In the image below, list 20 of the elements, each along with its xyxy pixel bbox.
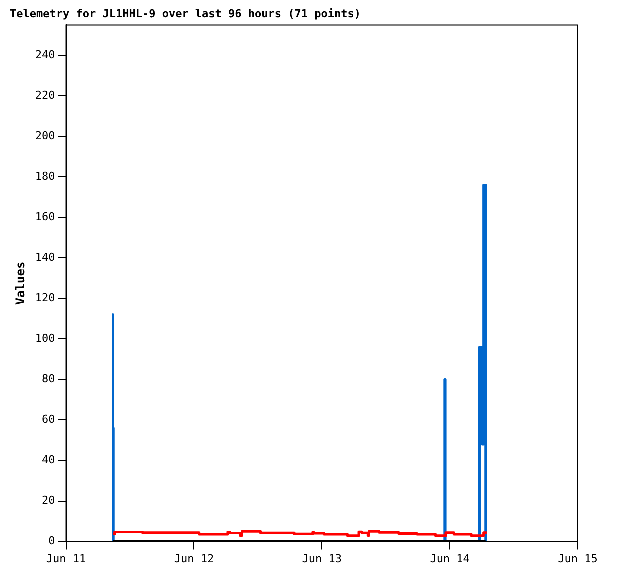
y-tick-label: 20 [42, 494, 56, 508]
y-tick-label: 120 [35, 292, 56, 305]
y-tick-label: 40 [42, 454, 56, 467]
x-tick-label: Jun 11 [46, 552, 86, 566]
y-tick-label: 100 [35, 332, 56, 346]
x-tick-label: Jun 13 [302, 552, 342, 566]
y-axis-title: Values [13, 262, 28, 306]
y-tick-label: 240 [35, 48, 56, 62]
y-tick-label: 200 [35, 129, 56, 142]
y-tick-label: 0 [48, 534, 56, 548]
y-tick-label: 220 [35, 88, 56, 102]
y-tick-label: 140 [35, 251, 56, 264]
chart-title: Telemetry for JL1HHL-9 over last 96 hours (71 points) [10, 7, 361, 20]
y-tick-label: 80 [42, 372, 56, 386]
x-tick-label: Jun 12 [174, 552, 214, 566]
y-tick-label: 160 [35, 210, 56, 224]
x-tick-label: Jun 15 [558, 552, 598, 566]
x-tick-label: Jun 14 [430, 552, 470, 566]
y-tick-label: 180 [35, 170, 56, 183]
y-tick-label: 60 [42, 413, 56, 426]
